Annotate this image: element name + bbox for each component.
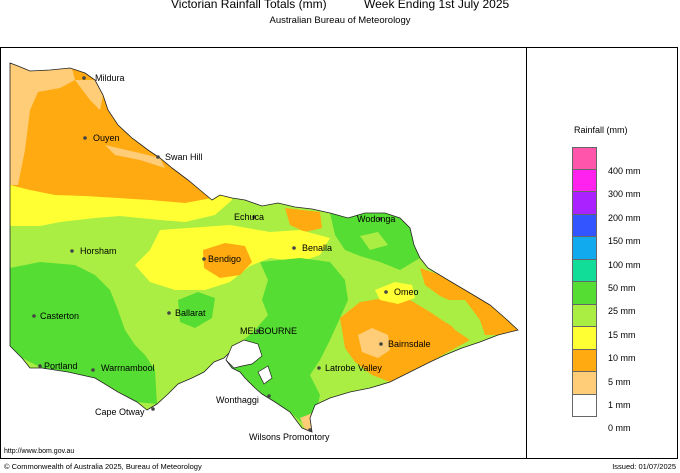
- legend-swatch: [572, 169, 597, 192]
- town-dot: [292, 246, 296, 250]
- legend-swatch: [572, 394, 597, 417]
- town-dot: [252, 215, 256, 219]
- legend-swatch: [572, 192, 597, 215]
- town-label: Horsham: [80, 246, 117, 256]
- town-label: Bendigo: [208, 254, 241, 264]
- town-dot: [32, 314, 36, 318]
- legend-label: 15 mm: [608, 329, 636, 340]
- bom-url[interactable]: http://www.bom.gov.au: [4, 448, 75, 455]
- legend-label: 200 mm: [608, 212, 641, 223]
- town-label: Omeo: [394, 287, 419, 297]
- frame-divider: [526, 47, 527, 459]
- legend-swatch: [572, 259, 597, 282]
- town-label: Bairnsdale: [388, 339, 431, 349]
- town-dot: [202, 257, 206, 261]
- town-label: Warrnambool: [101, 363, 155, 373]
- town-dot: [308, 428, 312, 432]
- town-dot: [156, 155, 160, 159]
- legend-swatch: [572, 237, 597, 260]
- town-dot: [256, 329, 260, 333]
- legend-label: 0 mm: [608, 423, 631, 434]
- town-label: Mildura: [95, 73, 125, 83]
- town-label: Benalla: [302, 243, 332, 253]
- town-dot: [70, 249, 74, 253]
- legend-label: 50 mm: [608, 283, 636, 293]
- town-label: Casterton: [40, 311, 79, 321]
- town-dot: [167, 311, 171, 315]
- legend-swatch: [572, 282, 597, 305]
- legend-label: 400 mm: [608, 166, 641, 176]
- legend-label: 1 mm: [608, 400, 631, 410]
- town-label: Cape Otway: [95, 407, 145, 417]
- port-phillip-bay: [225, 339, 263, 369]
- copyright-text: © Commonwealth of Australia 2025, Bureau…: [4, 462, 202, 471]
- town-label: Portland: [44, 361, 78, 371]
- legend-swatch: [572, 349, 597, 372]
- week-text: Week Ending 1st July 2025: [364, 0, 510, 11]
- state-boundary: [9, 62, 519, 433]
- town-dot: [91, 368, 95, 372]
- legend-label: 5 mm: [608, 376, 631, 387]
- town-dot: [267, 394, 271, 398]
- town-dot: [38, 364, 42, 368]
- town-label: Wilsons Promontory: [249, 432, 330, 442]
- town-label: Wonthaggi: [216, 395, 259, 405]
- town-markers: Mildura Ouyen Swan Hill Echuca Wodonga Horsha…: [32, 73, 431, 442]
- town-label: Ouyen: [93, 133, 120, 143]
- town-label: Swan Hill: [165, 152, 203, 162]
- legend-swatch: [572, 214, 597, 237]
- legend-swatch: [572, 304, 597, 327]
- town-label: Latrobe Valley: [325, 363, 382, 373]
- town-label: MELBOURNE: [240, 326, 297, 336]
- subtitle: Australian Bureau of Meteorology: [269, 15, 411, 26]
- town-label: Wodonga: [357, 214, 395, 224]
- town-label: Echuca: [234, 212, 264, 222]
- rainfall-map: Mildura Ouyen Swan Hill Echuca Wodonga Horsha…: [9, 62, 519, 442]
- town-dot: [384, 290, 388, 294]
- legend-label: 300 mm: [608, 189, 641, 200]
- legend-swatches: [572, 147, 598, 417]
- legend-title: Rainfall (mm): [574, 125, 628, 135]
- map-frame: [0, 47, 678, 459]
- town-label: Ballarat: [175, 308, 206, 318]
- legend-swatch: [572, 327, 597, 350]
- town-dot: [379, 342, 383, 346]
- legend-label: 150 mm: [608, 236, 641, 247]
- issued-date: Issued: 01/07/2025: [612, 462, 676, 471]
- rainfall-regions: [10, 63, 518, 432]
- legend-label: 10 mm: [608, 353, 636, 364]
- town-dot: [317, 366, 321, 370]
- town-dot: [151, 407, 155, 411]
- title-text: Victorian Rainfall Totals (mm): [171, 0, 327, 11]
- town-dot: [82, 76, 86, 80]
- town-dot: [83, 136, 87, 140]
- town-dot: [378, 217, 382, 221]
- legend-label: 100 mm: [608, 259, 641, 270]
- legend-swatch: [572, 372, 597, 395]
- legend-label: 25 mm: [608, 306, 636, 317]
- legend-swatch: [572, 147, 597, 170]
- western-port: [257, 365, 273, 385]
